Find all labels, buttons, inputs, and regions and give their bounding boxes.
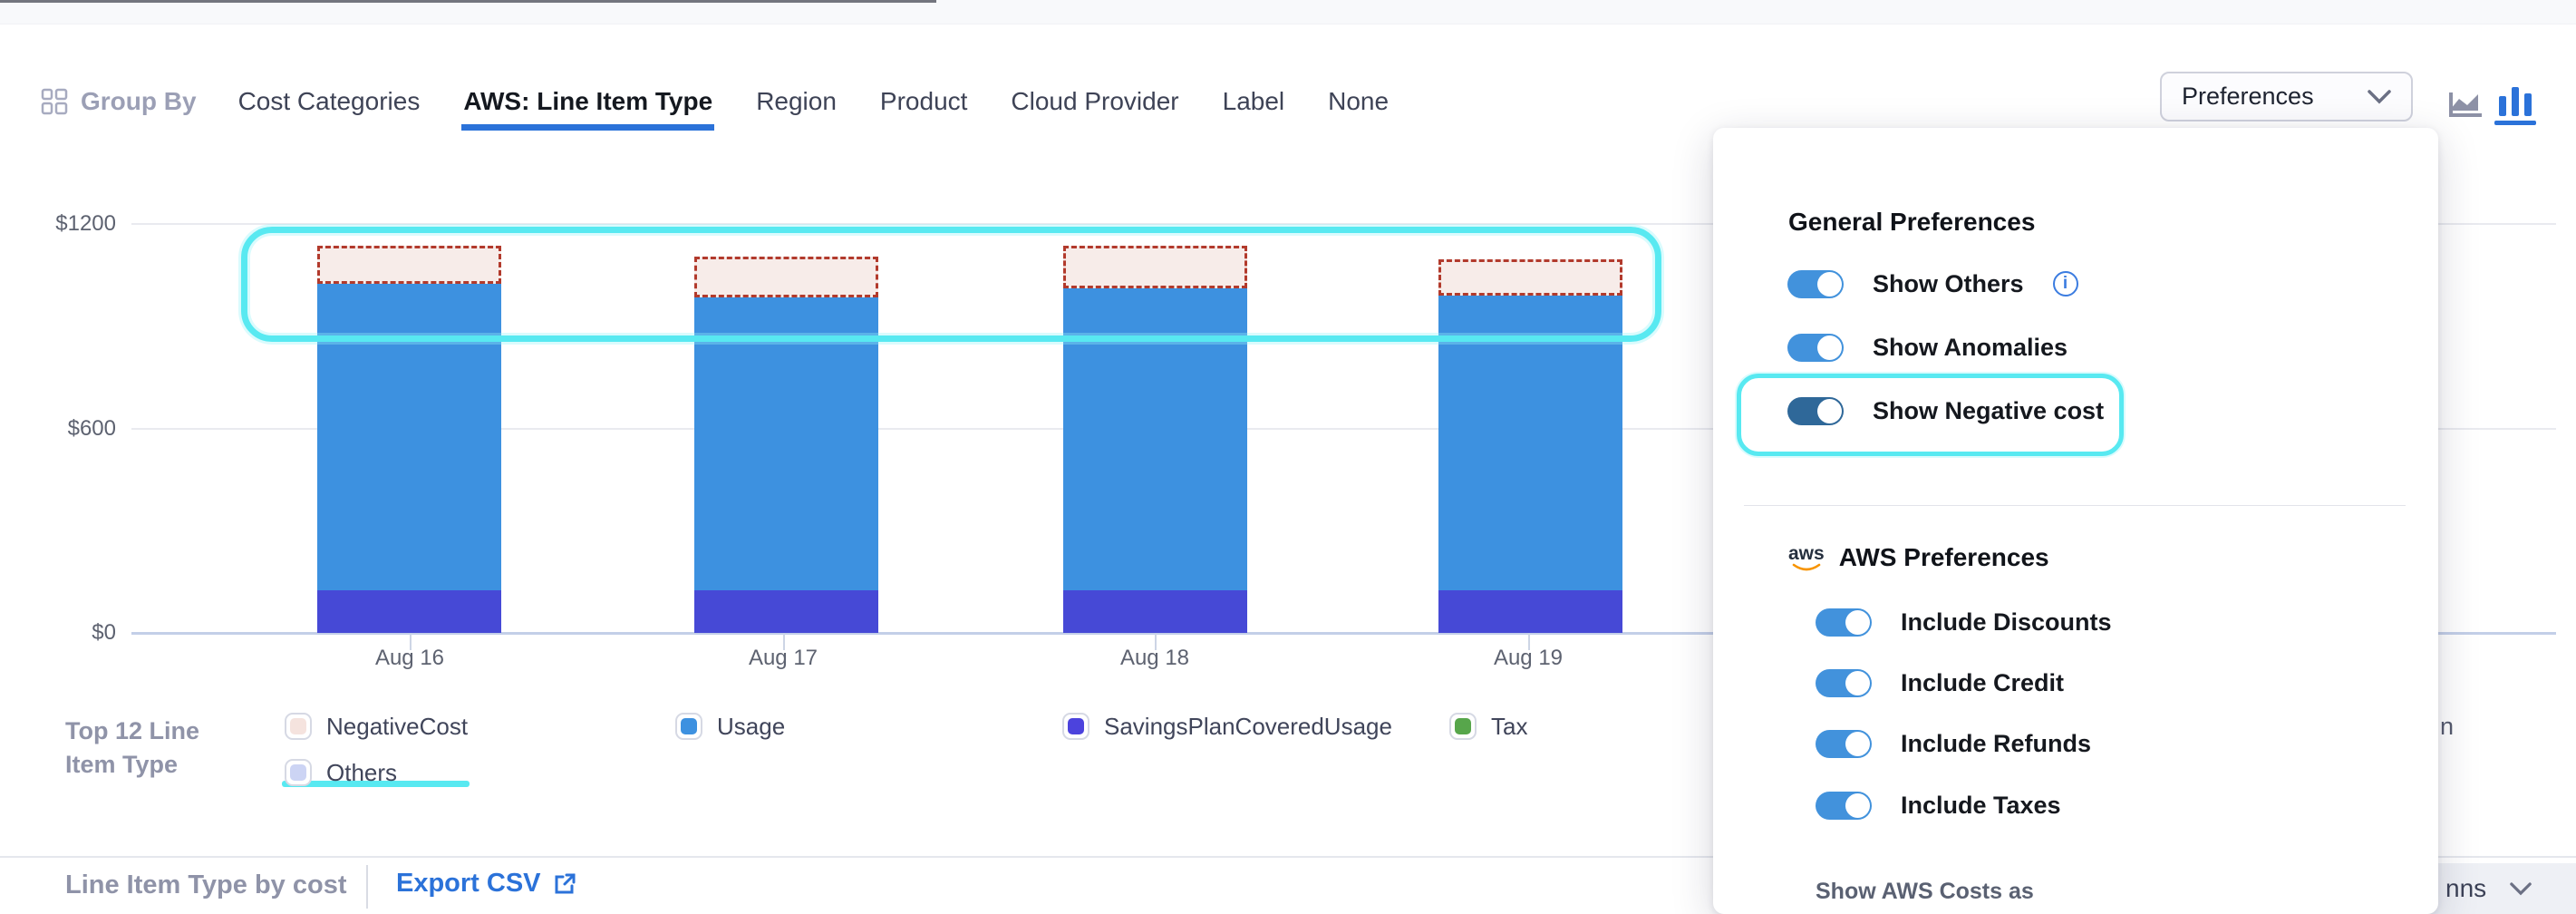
bar-segment-usage[interactable]	[317, 283, 501, 591]
section-title: Line Item Type by cost	[65, 870, 347, 899]
bar-segment-savingsplancoveredusage[interactable]	[694, 590, 878, 633]
tab-aws-line-item-type[interactable]: AWS: Line Item Type	[461, 83, 715, 131]
y-axis-tick-label: $600	[67, 415, 116, 441]
legend-item-savingsplancoveredusage[interactable]: SavingsPlanCoveredUsage	[1062, 710, 1392, 743]
bar-segment-savingsplancoveredusage[interactable]	[317, 590, 501, 633]
chevron-down-icon	[2368, 89, 2391, 104]
include-refunds-row: Include Refunds	[1816, 725, 2091, 762]
legend-item-negativecost[interactable]: NegativeCost	[285, 710, 468, 743]
preferences-panel: General Preferences Show Others i Show A…	[1713, 128, 2438, 914]
tab-label[interactable]: Label	[1222, 87, 1285, 115]
x-axis-line	[131, 632, 2556, 635]
savingsplancoveredusage-swatch	[1062, 713, 1089, 740]
group-by-label-group: Group By	[41, 87, 197, 116]
group-by-label: Group By	[81, 87, 197, 115]
legend-item-others[interactable]: Others	[285, 756, 397, 789]
usage-swatch	[675, 713, 702, 740]
include-refunds-toggle[interactable]	[1816, 729, 1872, 758]
gridline	[131, 427, 2556, 430]
x-axis-tick-label: Aug 19	[1493, 646, 1564, 670]
bar-segment-negativecost[interactable]	[1438, 259, 1622, 296]
grid-icon	[41, 88, 68, 115]
x-axis-tick-label: Aug 18	[1119, 646, 1190, 670]
x-axis-tick	[783, 634, 785, 650]
area-chart-icon[interactable]	[2447, 85, 2485, 123]
top-edge-line	[0, 0, 936, 3]
negative-cost-highlight-annotation	[241, 227, 1661, 342]
export-csv-link[interactable]: Export CSV	[396, 869, 577, 899]
include-discounts-row: Include Discounts	[1816, 604, 2112, 640]
y-axis-tick-label: $0	[92, 620, 116, 645]
show-others-toggle[interactable]	[1787, 269, 1844, 298]
bar-chart-icon[interactable]	[2494, 85, 2536, 125]
include-taxes-toggle[interactable]	[1816, 791, 1872, 820]
info-icon[interactable]: i	[2052, 271, 2078, 297]
footer-vertical-divider	[366, 865, 368, 909]
tab-region[interactable]: Region	[756, 87, 837, 115]
bar-segment-negativecost[interactable]	[1063, 246, 1247, 289]
negativecost-swatch	[285, 713, 312, 740]
aws-logo-icon: aws	[1788, 544, 1825, 572]
gridline	[131, 223, 2556, 225]
aws-preferences-title: AWS Preferences	[1838, 543, 2049, 571]
include-credit-row: Include Credit	[1816, 665, 2064, 701]
legend-title: Top 12 Line Item Type	[65, 717, 200, 778]
general-preferences-title: General Preferences	[1788, 208, 2036, 236]
tab-product[interactable]: Product	[879, 87, 968, 115]
clipped-legend-label-fragment: n	[2440, 713, 2455, 740]
x-axis-tick-label: Aug 16	[374, 646, 445, 670]
aws-preferences-header: aws AWS Preferences	[1788, 543, 2049, 572]
show-others-row: Show Others i	[1787, 266, 2078, 302]
chevron-down-icon	[2510, 881, 2532, 896]
bar-segment-savingsplancoveredusage[interactable]	[1438, 590, 1622, 633]
tab-none[interactable]: None	[1328, 87, 1390, 115]
bar-chart-active-indicator	[2494, 121, 2536, 125]
bar-segment-usage[interactable]	[1438, 295, 1622, 591]
panel-divider	[1744, 505, 2406, 506]
group-by-toolbar: Group By Cost Categories AWS: Line Item …	[41, 78, 1390, 131]
x-axis-tick	[1155, 634, 1157, 650]
legend-highlight-annotation	[282, 781, 470, 787]
preferences-button-label: Preferences	[2182, 83, 2314, 110]
external-link-icon	[552, 871, 577, 897]
show-negative-cost-highlight-annotation	[1737, 374, 2124, 456]
bar-segment-savingsplancoveredusage[interactable]	[1063, 590, 1247, 633]
x-axis-tick-label: Aug 17	[748, 646, 818, 670]
show-aws-costs-as-label[interactable]: Show AWS Costs as	[1816, 879, 2034, 904]
include-discounts-toggle[interactable]	[1816, 608, 1872, 637]
include-taxes-row: Include Taxes	[1816, 787, 2061, 823]
others-swatch	[285, 759, 312, 786]
legend-item-usage[interactable]: Usage	[675, 710, 785, 743]
x-axis-tick	[410, 634, 412, 650]
show-anomalies-toggle[interactable]	[1787, 333, 1844, 362]
footer-divider	[0, 856, 2576, 858]
include-credit-toggle[interactable]	[1816, 668, 1872, 697]
tab-cost-categories[interactable]: Cost Categories	[237, 87, 421, 115]
legend-item-tax[interactable]: Tax	[1449, 710, 1527, 743]
bar-segment-usage[interactable]	[694, 297, 878, 590]
show-negative-cost-toggle[interactable]	[1787, 396, 1844, 425]
bar-segment-negativecost[interactable]	[317, 245, 501, 284]
bar-segment-negativecost[interactable]	[694, 256, 878, 297]
preferences-dropdown-button[interactable]: Preferences	[2160, 72, 2413, 122]
x-axis-tick	[1528, 634, 1530, 650]
top-strip	[0, 0, 2576, 24]
tax-swatch	[1449, 713, 1477, 740]
y-axis-tick-label: $1200	[55, 211, 116, 236]
show-anomalies-row: Show Anomalies	[1787, 329, 2068, 365]
tab-cloud-provider[interactable]: Cloud Provider	[1011, 87, 1179, 115]
show-negative-cost-row: Show Negative cost	[1787, 393, 2104, 429]
